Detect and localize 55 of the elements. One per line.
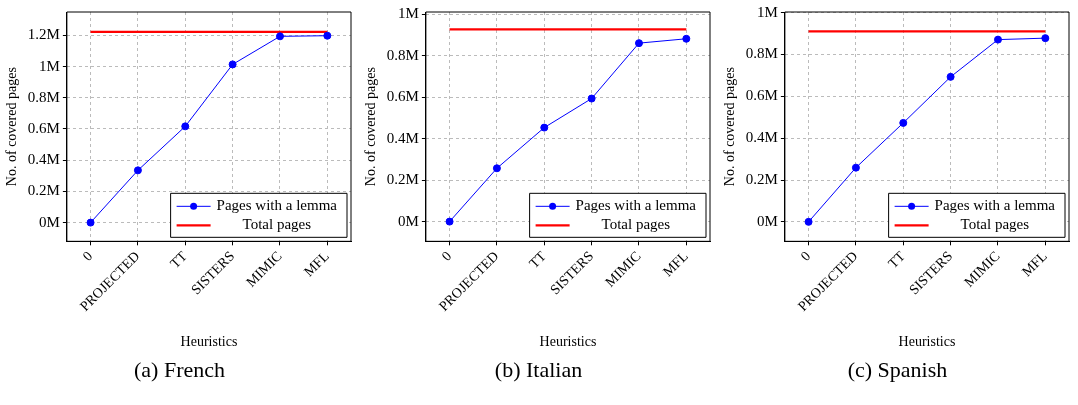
legend-label: Total pages [960,216,1030,233]
point [86,218,95,227]
point [445,217,454,226]
point [181,122,190,131]
legend-label: Pages with a lemma [216,197,338,214]
x-tick-label: TT [167,248,191,272]
point [634,39,643,48]
point [993,35,1002,44]
text: (b) Italian [493,357,584,383]
point [492,164,501,173]
point [851,163,860,172]
y-tick-label: 1M [39,57,60,74]
point [899,118,908,127]
x-axis-title: Heuristics [539,334,597,350]
y-tick-label: 0.6M [745,87,778,104]
y-tick-label: 0.2M [27,182,60,199]
y-tick-label: 1M [398,5,419,22]
y-tick-label: 0.2M [386,171,419,188]
text: (c) Spanish [846,357,949,383]
point [587,94,596,103]
y-tick-label: 1M [757,3,778,20]
legend-label: Pages with a lemma [575,197,697,214]
point [804,217,813,226]
x-tick-label: TT [526,248,550,272]
y-tick-label: 1.2M [27,26,60,43]
point [540,123,549,132]
y-tick-label: 0.8M [386,46,419,63]
point [682,34,691,43]
y-tick-label: 0M [39,213,60,230]
y-tick-label: 0.4M [386,129,419,146]
point [323,31,332,40]
x-axis-title: Heuristics [180,334,238,350]
text: (a) French [133,357,226,383]
y-axis-title: No. of covered pages [4,67,20,187]
y-tick-label: 0.6M [386,88,419,105]
x-axis-title: Heuristics [898,334,956,350]
point [275,32,284,41]
y-axis-title: No. of covered pages [722,67,738,187]
y-tick-label: 0M [398,212,419,229]
y-tick-label: 0.4M [745,129,778,146]
legend-label: Total pages [242,216,312,233]
point [946,72,955,81]
y-tick-label: 0.8M [27,88,60,105]
x-tick-label: TT [885,248,909,272]
y-tick-label: 0.8M [745,45,778,62]
y-tick-label: 0.6M [27,119,60,136]
legend-label: Pages with a lemma [934,197,1056,214]
point [1041,34,1050,43]
y-tick-label: 0.4M [27,151,60,168]
point [133,166,142,175]
y-tick-label: 0M [757,212,778,229]
legend-label: Total pages [601,216,671,233]
y-axis-title: No. of covered pages [363,67,379,187]
y-tick-label: 0.2M [745,170,778,187]
point [228,60,237,69]
